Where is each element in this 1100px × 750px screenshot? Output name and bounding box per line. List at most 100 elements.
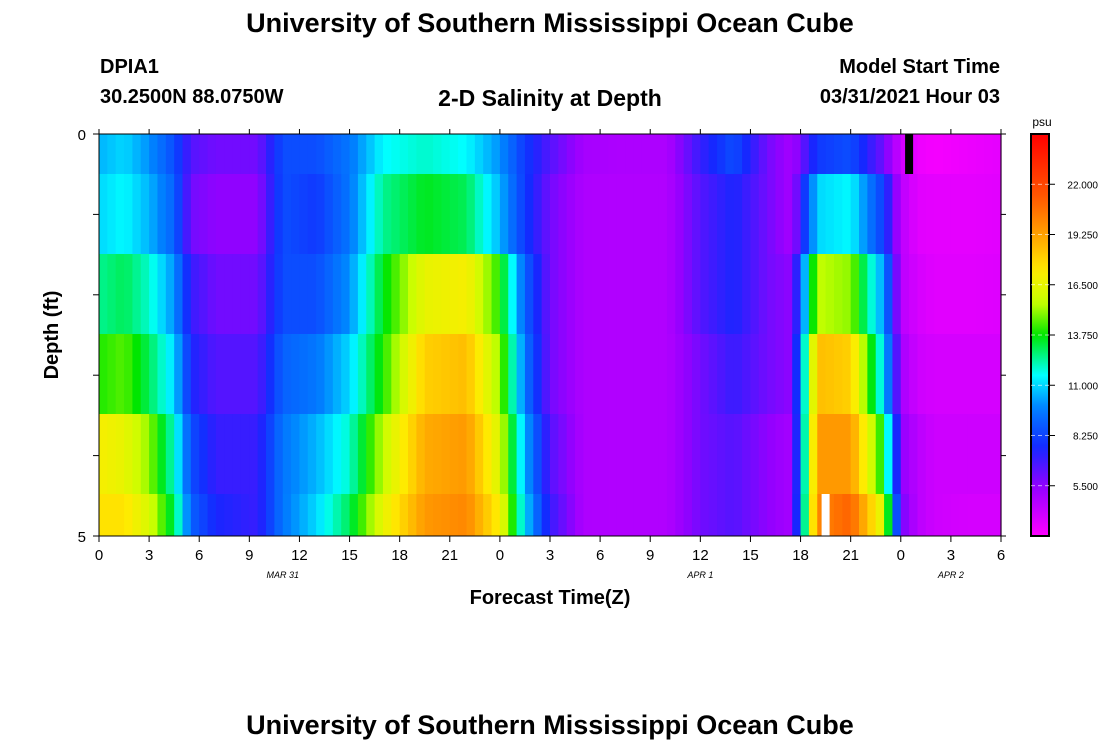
- heatmap-cell: [324, 174, 334, 254]
- colorbar-unit: psu: [1032, 115, 1051, 129]
- y-axis-label: Depth (ft): [41, 291, 63, 380]
- heatmap-cell: [808, 414, 818, 494]
- heatmap-cell: [182, 494, 192, 536]
- heatmap-cell: [466, 174, 476, 254]
- heatmap-cell: [174, 414, 184, 494]
- heatmap-cell: [349, 334, 359, 414]
- heatmap-cell: [307, 134, 317, 174]
- heatmap-cell: [575, 494, 585, 536]
- heatmap-cell: [633, 494, 643, 536]
- heatmap-cell: [107, 494, 117, 536]
- heatmap-cell: [792, 334, 802, 414]
- heatmap-cell: [541, 254, 551, 334]
- heatmap-cell: [115, 254, 125, 334]
- heatmap-cell: [767, 414, 777, 494]
- heatmap-cell: [800, 334, 810, 414]
- heatmap-cell: [725, 254, 735, 334]
- heatmap-cell: [533, 254, 543, 334]
- heatmap-cell: [942, 174, 952, 254]
- heatmap-cell: [817, 134, 827, 174]
- heatmap-cell: [758, 174, 768, 254]
- heatmap-cell: [299, 414, 309, 494]
- heatmap-cell: [850, 254, 860, 334]
- heatmap-cell: [608, 134, 618, 174]
- heatmap-cell: [349, 134, 359, 174]
- heatmap-cell: [207, 174, 217, 254]
- x-tick-label: 18: [391, 547, 408, 564]
- heatmap-cell: [307, 334, 317, 414]
- x-tick-label: 12: [692, 547, 709, 564]
- heatmap-cell: [600, 134, 610, 174]
- heatmap-cell: [833, 254, 843, 334]
- heatmap-cell: [249, 254, 259, 334]
- heatmap-cell: [107, 414, 117, 494]
- heatmap-cell: [683, 254, 693, 334]
- heatmap-cell: [99, 134, 108, 174]
- heatmap-cell: [691, 134, 701, 174]
- heatmap-cell: [817, 334, 827, 414]
- x-axis-label: Forecast Time(Z): [470, 587, 631, 609]
- heatmap-cell: [700, 494, 710, 536]
- heatmap-cell: [215, 494, 225, 536]
- heatmap-cell: [433, 254, 443, 334]
- heatmap-cell: [416, 174, 426, 254]
- heatmap-cell: [792, 134, 802, 174]
- heatmap-cell: [499, 334, 509, 414]
- heatmap-cell: [382, 134, 392, 174]
- heatmap-cell: [307, 174, 317, 254]
- heatmap-cell: [917, 134, 927, 174]
- heatmap-cell: [783, 174, 793, 254]
- heatmap-cell: [357, 414, 367, 494]
- heatmap-cell: [633, 134, 643, 174]
- heatmap-cell: [575, 134, 585, 174]
- x-tick-label: 3: [947, 547, 955, 564]
- heatmap-cell: [324, 254, 334, 334]
- heatmap-cell: [758, 254, 768, 334]
- heatmap-cell: [884, 134, 894, 174]
- heatmap-cell: [424, 414, 434, 494]
- colorbar-tick-label: 19.250: [1067, 231, 1098, 242]
- heatmap-cell: [207, 414, 217, 494]
- heatmap-cell: [232, 174, 242, 254]
- heatmap-cell: [825, 134, 835, 174]
- heatmap-cell: [825, 334, 835, 414]
- heatmap-cell: [625, 134, 635, 174]
- heatmap-cell: [382, 254, 392, 334]
- heatmap-cell: [859, 334, 868, 414]
- heatmap-cell: [616, 414, 626, 494]
- heatmap-cell: [524, 174, 534, 254]
- heatmap-cell: [975, 254, 985, 334]
- heatmap-cell: [675, 494, 685, 536]
- heatmap-cell: [984, 334, 994, 414]
- heatmap-cell: [842, 174, 852, 254]
- heatmap-cell: [132, 134, 142, 174]
- x-tick-label: 12: [291, 547, 308, 564]
- heatmap-cell: [608, 254, 618, 334]
- heatmap-cell: [357, 134, 367, 174]
- heatmap-cell: [232, 134, 242, 174]
- heatmap-cell: [224, 414, 234, 494]
- heatmap-cell: [541, 494, 551, 536]
- heatmap-cell: [717, 174, 726, 254]
- heatmap-cell: [900, 494, 910, 536]
- heatmap-cell: [591, 494, 601, 536]
- heatmap-cell: [215, 254, 225, 334]
- heatmap-cell: [808, 134, 818, 174]
- heatmap-cell: [524, 134, 534, 174]
- heatmap-cell: [616, 254, 626, 334]
- heatmap-cell: [458, 414, 468, 494]
- heatmap-cell: [349, 254, 359, 334]
- heatmap-cell: [742, 254, 752, 334]
- heatmap-cell: [750, 494, 760, 536]
- heatmap-cell: [558, 134, 568, 174]
- heatmap-cell: [558, 334, 568, 414]
- heatmap-cell: [190, 494, 200, 536]
- heatmap-cell: [550, 414, 559, 494]
- heatmap-cell: [499, 254, 509, 334]
- x-tick-label: 6: [195, 547, 203, 564]
- heatmap-cell: [733, 254, 743, 334]
- heatmap-cell: [182, 334, 192, 414]
- heatmap-cell: [399, 494, 409, 536]
- heatmap-cell: [499, 134, 509, 174]
- heatmap-cell: [566, 414, 576, 494]
